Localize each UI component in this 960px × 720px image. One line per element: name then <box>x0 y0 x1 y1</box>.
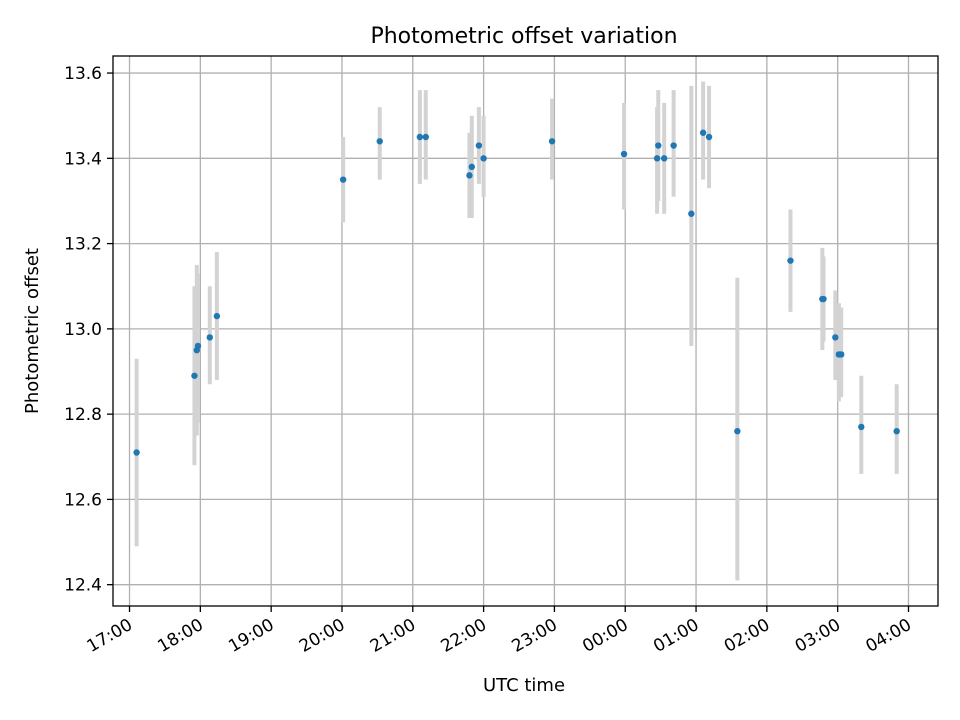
axis-ticks: 17:00 18:00 19:00 20:00 21:00 22:00 23:00 00:00… <box>64 64 915 657</box>
data-point <box>858 423 865 431</box>
data-point <box>339 176 347 183</box>
x-tick-label: 22:00 <box>438 615 490 657</box>
data-points <box>133 129 900 456</box>
data-point <box>655 142 662 149</box>
data-point <box>194 342 202 350</box>
data-point <box>820 295 827 303</box>
data-point <box>787 257 794 264</box>
data-point <box>466 172 473 179</box>
data-point <box>475 142 483 149</box>
y-tick-label: 13.0 <box>64 320 102 340</box>
x-tick-label: 04:00 <box>863 615 915 657</box>
data-point <box>133 449 140 456</box>
data-point <box>670 142 677 149</box>
x-tick-label: 02:00 <box>721 615 773 657</box>
data-point <box>191 372 198 379</box>
data-point <box>620 150 628 158</box>
data-point <box>699 129 707 136</box>
x-tick-label: 19:00 <box>225 615 277 657</box>
y-tick-label: 13.2 <box>64 235 102 255</box>
x-tick-label: 20:00 <box>296 615 348 657</box>
data-point <box>480 155 487 162</box>
data-point <box>705 133 713 141</box>
data-point <box>832 334 839 341</box>
data-point <box>688 210 695 217</box>
data-point <box>213 312 221 320</box>
data-point <box>422 133 429 141</box>
y-axis-label: Photometric offset <box>22 248 43 414</box>
data-point <box>468 163 475 171</box>
x-tick-label: 00:00 <box>579 615 631 657</box>
x-tick-label: 17:00 <box>84 615 136 657</box>
y-tick-label: 13.4 <box>64 149 102 169</box>
x-tick-label: 18:00 <box>154 615 206 657</box>
chart-title: Photometric offset variation <box>370 24 677 49</box>
x-axis-label: UTC time <box>483 675 565 696</box>
y-tick-label: 13.6 <box>64 64 102 84</box>
data-point <box>734 427 741 435</box>
data-point <box>653 155 661 162</box>
x-tick-label: 03:00 <box>792 615 844 657</box>
data-point <box>660 155 668 162</box>
y-tick-label: 12.4 <box>64 576 102 596</box>
data-point <box>206 334 213 341</box>
plot-frame <box>112 55 939 607</box>
data-point <box>548 138 556 145</box>
grid <box>113 56 938 606</box>
data-point <box>893 427 900 435</box>
data-point <box>376 138 383 145</box>
error-bars <box>134 81 899 581</box>
data-point <box>838 351 845 358</box>
data-point <box>416 133 424 141</box>
y-tick-label: 12.8 <box>64 405 102 425</box>
y-tick-label: 12.6 <box>64 490 102 510</box>
x-tick-label: 01:00 <box>650 615 702 657</box>
x-tick-label: 23:00 <box>508 615 560 657</box>
x-tick-label: 21:00 <box>367 615 419 657</box>
